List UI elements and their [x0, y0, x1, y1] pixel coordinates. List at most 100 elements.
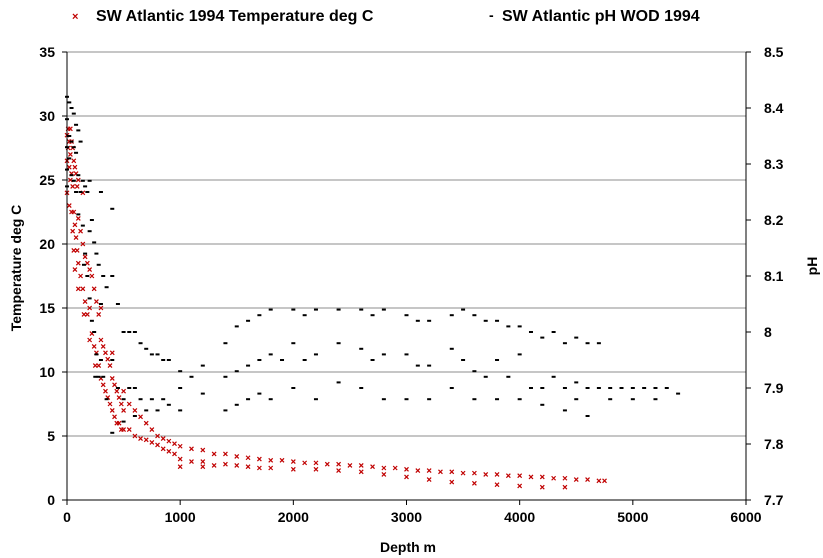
temperature-point — [96, 363, 102, 369]
temperature-point — [143, 420, 149, 426]
temperature-point — [438, 469, 443, 475]
temperature-point — [539, 474, 545, 480]
temperature-point — [494, 482, 500, 488]
y-axis-left-ticks: 0 5 10 15 20 25 30 35 — [39, 44, 67, 508]
ph-point — [85, 275, 90, 277]
temperature-point — [121, 407, 127, 413]
y2-tick-label: 8.1 — [764, 268, 784, 284]
temperature-point — [74, 183, 80, 189]
temperature-point — [75, 260, 81, 266]
temperature-point — [70, 183, 76, 189]
legend-item-ph: - SW Atlantic pH WOD 1994 — [489, 7, 700, 25]
ph-point — [246, 364, 251, 367]
ph-point — [551, 331, 556, 333]
ph-point — [495, 398, 500, 401]
temperature-point — [72, 267, 78, 273]
temperature-point — [78, 228, 84, 234]
temperature-point — [471, 470, 477, 476]
temperature-point — [177, 464, 183, 470]
temperature-point — [290, 466, 296, 472]
ph-point — [528, 387, 533, 389]
ph-point — [257, 359, 262, 361]
temperature-point — [177, 443, 183, 449]
ph-point — [562, 342, 567, 345]
temperature-point — [132, 407, 138, 413]
temperature-point — [347, 463, 353, 468]
temperature-point — [290, 459, 296, 465]
y-axis-left-title: Temperature deg C — [8, 205, 24, 332]
ph-point — [653, 398, 658, 401]
temperature-point — [143, 437, 149, 443]
temperature-point — [109, 375, 115, 381]
temperature-point — [279, 457, 285, 463]
x-tick-label: 1000 — [165, 509, 196, 525]
temperature-point — [89, 273, 95, 279]
temperature-point — [256, 465, 262, 471]
ph-point — [415, 364, 420, 367]
ph-point — [495, 359, 500, 361]
ph-point — [608, 387, 613, 389]
ph-point — [80, 179, 85, 182]
temperature-point — [539, 484, 545, 490]
temperature-point — [155, 433, 160, 439]
ph-point — [404, 314, 409, 317]
ph-point — [302, 359, 307, 361]
ph-point — [92, 241, 97, 244]
ph-point — [585, 342, 590, 345]
temperature-point — [324, 461, 330, 467]
y-tick-label: 30 — [39, 108, 55, 124]
ph-point — [234, 403, 239, 406]
ph-point — [87, 179, 92, 182]
ph-point — [144, 409, 149, 412]
temperature-point — [449, 479, 455, 485]
ph-point — [200, 364, 205, 367]
ph-point — [517, 353, 522, 356]
ph-point — [132, 387, 137, 389]
legend: × SW Atlantic 1994 Temperature deg C - S… — [72, 7, 700, 25]
ph-point — [574, 398, 579, 401]
temperature-point — [160, 436, 166, 441]
temperature-point — [116, 395, 122, 401]
ph-point — [67, 101, 72, 104]
temperature-point — [71, 209, 77, 215]
temperature-point — [91, 343, 97, 349]
temperature-point — [358, 463, 364, 468]
ph-point — [427, 364, 432, 367]
ph-point — [94, 353, 99, 356]
temperature-point — [172, 441, 177, 447]
ph-point — [404, 398, 409, 401]
ph-point — [268, 398, 273, 401]
y2-tick-label: 8 — [764, 324, 772, 340]
ph-point — [83, 252, 88, 255]
temperature-point — [449, 469, 455, 475]
temperature-point — [155, 442, 160, 448]
temperature-point — [415, 468, 421, 473]
ph-point — [110, 207, 115, 210]
temperature-point — [200, 459, 206, 465]
temperature-point — [358, 469, 364, 475]
temperature-point — [107, 363, 113, 369]
temperature-point — [505, 473, 511, 479]
temperature-point — [75, 286, 81, 292]
ph-point — [268, 353, 273, 356]
ph-point — [67, 157, 72, 160]
ph-point — [585, 415, 590, 417]
temperature-point — [100, 382, 106, 388]
y-tick-label: 10 — [39, 364, 55, 380]
ph-point — [223, 375, 228, 378]
ph-point — [540, 403, 545, 406]
ph-point — [404, 353, 409, 356]
y-tick-label: 20 — [39, 236, 55, 252]
y2-tick-label: 8.4 — [764, 100, 784, 116]
y-tick-label: 0 — [47, 492, 55, 508]
ph-point — [528, 331, 533, 333]
temperature-point — [87, 305, 93, 311]
temperature-point — [189, 446, 194, 452]
temperature-point — [98, 305, 104, 311]
temperature-point — [166, 438, 172, 444]
ph-point — [596, 387, 601, 389]
ph-point — [85, 191, 90, 193]
temperature-point — [234, 454, 240, 459]
ph-point — [76, 129, 81, 132]
ph-point — [71, 179, 76, 182]
